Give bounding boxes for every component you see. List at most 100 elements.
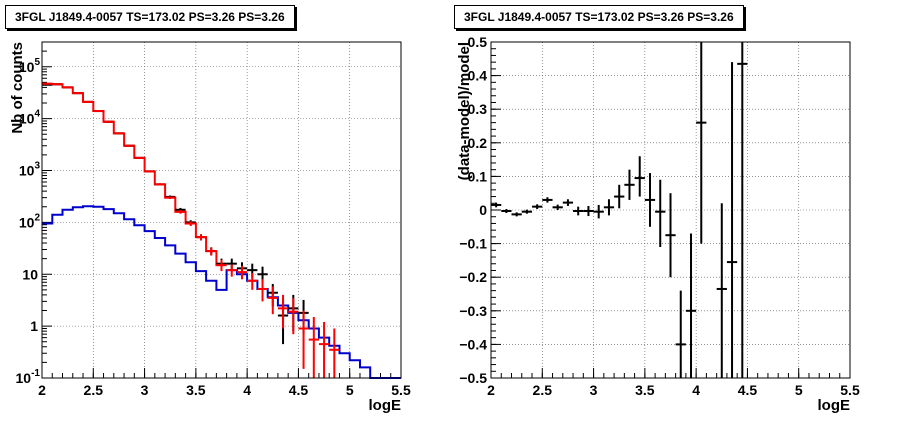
- left-data-point: [134, 156, 145, 159]
- right-y-tick-label: 0.1: [468, 168, 488, 184]
- right-x-tick-label: 2: [487, 382, 495, 398]
- right-x-tick-label: 4: [692, 382, 700, 398]
- left-y-tick-exponent: -1: [31, 368, 40, 379]
- right-data-point: [552, 204, 563, 210]
- right-data-point: [593, 204, 604, 219]
- right-data-point: [726, 62, 738, 378]
- left-x-tick-label: 2.5: [84, 382, 104, 398]
- right-y-tick-label: −0.5: [459, 370, 487, 386]
- right-data-point: [573, 206, 584, 216]
- right-y-tick-label: 0.3: [468, 101, 488, 117]
- right-y-tick-label: 0.2: [468, 135, 488, 151]
- right-y-tick-label: −0.4: [459, 336, 487, 352]
- left-data-point: [103, 120, 114, 123]
- left-plot-area: [42, 42, 401, 378]
- left-data-point: [165, 196, 176, 200]
- left-y-tick-label: 102: [19, 212, 41, 230]
- left-data-point: [124, 144, 135, 147]
- left-y-tick-exponent: 4: [34, 109, 40, 120]
- right-x-tick-label: 5.5: [840, 382, 860, 398]
- left-y-tick-exponent: 3: [34, 161, 40, 172]
- right-x-tick-label: 3.5: [635, 382, 655, 398]
- right-data-point: [501, 208, 512, 214]
- right-data-point: [644, 173, 656, 227]
- right-data-point: [491, 202, 502, 208]
- right-x-tick-label: 3: [590, 382, 598, 398]
- right-x-tick-label: 5: [795, 382, 803, 398]
- left-x-tick-label: 3: [141, 382, 149, 398]
- right-data-point: [675, 290, 686, 378]
- right-data-point: [685, 233, 697, 378]
- right-plot-title: 3FGL J1849.4-0057 TS=173.02 PS=3.26 PS=3…: [454, 5, 744, 29]
- left-y-tick-exponent: 5: [34, 57, 40, 68]
- right-y-tick-label: 0.4: [468, 68, 488, 84]
- right-data-point: [634, 156, 645, 197]
- right-y-axis-label: (data-model)/model: [456, 42, 473, 180]
- left-plot-title: 3FGL J1849.4-0057 TS=173.02 PS=3.26 PS=3…: [5, 5, 295, 29]
- right-plot-group: 2 2.5 3 3.5 4 4.5 5 5.5 −0.5 −0.4 −0.3 −0.2 −0.1 0 0.1…: [456, 34, 860, 414]
- left-y-tick-label: 1: [30, 318, 38, 334]
- left-data-point: [206, 247, 217, 256]
- right-data-point: [542, 197, 553, 203]
- right-data-point: [562, 199, 574, 206]
- left-data-point: [113, 132, 125, 135]
- left-x-tick-label: 4: [243, 382, 251, 398]
- left-data-point: [93, 110, 104, 113]
- left-y-tick-label: 103: [19, 161, 41, 179]
- right-data-point: [665, 193, 676, 278]
- right-y-tick-label: −0.2: [459, 269, 487, 285]
- left-y-axis-label: Nb of counts: [9, 42, 26, 134]
- left-x-tick-label: 3.5: [186, 382, 206, 398]
- left-data-point: [257, 279, 268, 302]
- left-y-tick-label: 10-1: [16, 368, 41, 386]
- right-plot-frame: [490, 41, 851, 379]
- left-data-point: [298, 310, 309, 369]
- left-data-point: [329, 328, 340, 378]
- right-y-tick-label: −0.1: [459, 236, 487, 252]
- right-y-tick-label: 0: [479, 202, 487, 218]
- right-data-point: [624, 169, 635, 200]
- left-x-axis-label: logE: [369, 397, 402, 414]
- left-data-point: [267, 286, 278, 315]
- left-plot-frame: [41, 41, 402, 379]
- left-y-tick-exponent: 2: [34, 212, 40, 223]
- left-data-point: [83, 100, 94, 103]
- right-data-point: [655, 179, 666, 247]
- left-plot-group: 2 2.5 3 3.5 4 4.5 5 5.510-1110102103104105logEN…: [9, 41, 411, 414]
- left-data-point: [175, 210, 186, 214]
- left-data-point: [185, 221, 196, 227]
- left-x-tick-label: 4.5: [289, 382, 309, 398]
- left-data-point: [318, 322, 330, 378]
- left-x-tick-label: 5.5: [391, 382, 411, 398]
- right-data-point: [716, 203, 727, 378]
- right-x-axis-label: logE: [818, 397, 851, 414]
- right-data-point: [532, 204, 543, 209]
- left-y-tick-label: 10: [22, 266, 38, 282]
- left-data-point: [277, 294, 289, 329]
- left-data-point: [226, 264, 237, 277]
- right-data-point: [696, 42, 707, 244]
- left-data-point: [72, 92, 84, 95]
- right-data-point: [511, 212, 522, 217]
- left-data-point: [288, 297, 299, 335]
- right-y-tick-label: −0.3: [459, 303, 487, 319]
- left-data-point: [247, 273, 258, 290]
- left-data-point: [154, 183, 166, 186]
- right-data-point: [583, 205, 594, 217]
- left-x-tick-label: 2: [38, 382, 46, 398]
- left-x-tick-label: 5: [346, 382, 354, 398]
- right-y-tick-label: 0.5: [468, 34, 488, 50]
- right-data-point: [737, 42, 748, 378]
- right-x-tick-label: 4.5: [738, 382, 758, 398]
- right-data-point: [614, 184, 625, 209]
- right-data-point: [521, 209, 533, 214]
- right-x-tick-label: 2.5: [533, 382, 553, 398]
- left-data-point: [144, 170, 155, 173]
- left-data-point: [236, 265, 248, 280]
- left-data-point: [62, 86, 73, 89]
- right-data-point: [603, 199, 615, 216]
- left-data-point: [195, 234, 207, 241]
- left-data-point: [216, 259, 227, 272]
